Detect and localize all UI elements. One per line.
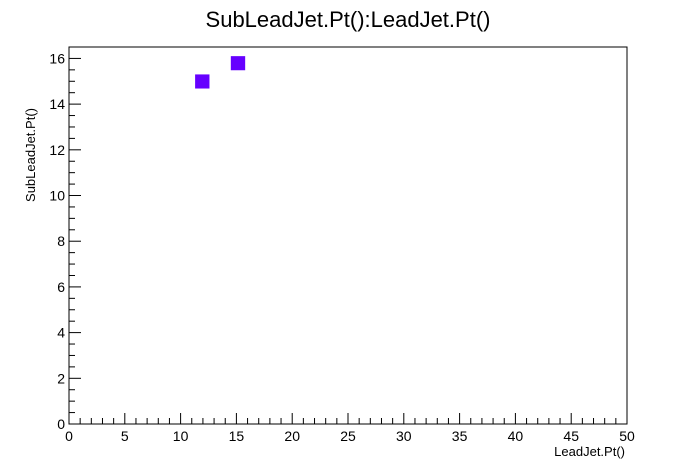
x-tick-label: 25: [340, 428, 356, 444]
heatmap-cell: [230, 56, 246, 71]
y-axis-ticks: 0 2 4 6 8 10 12 14 16: [49, 46, 81, 432]
x-axis-label: LeadJet.Pt(): [554, 444, 625, 459]
x-axis-ticks: 0 5 10 15 20 25 30 35 40 45 50: [65, 413, 635, 444]
x-tick-label: 20: [284, 428, 300, 444]
x-tick-label: 35: [452, 428, 468, 444]
x-tick-label: 10: [173, 428, 189, 444]
y-tick-label: 6: [57, 279, 65, 295]
plot-frame: [68, 46, 628, 425]
x-tick-label: 50: [619, 428, 635, 444]
y-tick-label: 0: [57, 416, 65, 432]
x-tick-label: 40: [508, 428, 524, 444]
y-tick-label: 14: [49, 96, 65, 112]
x-tick-label: 45: [563, 428, 579, 444]
x-tick-label: 5: [121, 428, 129, 444]
y-axis-label: SubLeadJet.Pt(): [23, 108, 38, 202]
y-tick-label: 2: [57, 370, 65, 386]
x-tick-label: 0: [65, 428, 73, 444]
y-tick-label: 10: [49, 188, 65, 204]
chart-title: SubLeadJet.Pt():LeadJet.Pt(): [206, 7, 491, 32]
y-tick-label: 16: [49, 50, 65, 66]
y-tick-label: 8: [57, 233, 65, 249]
y-tick-label: 4: [57, 325, 65, 341]
heatmap-cells: [195, 56, 246, 89]
x-tick-label: 30: [396, 428, 412, 444]
x-tick-label: 15: [229, 428, 245, 444]
heatmap-cell: [195, 74, 210, 89]
y-tick-label: 12: [49, 142, 65, 158]
